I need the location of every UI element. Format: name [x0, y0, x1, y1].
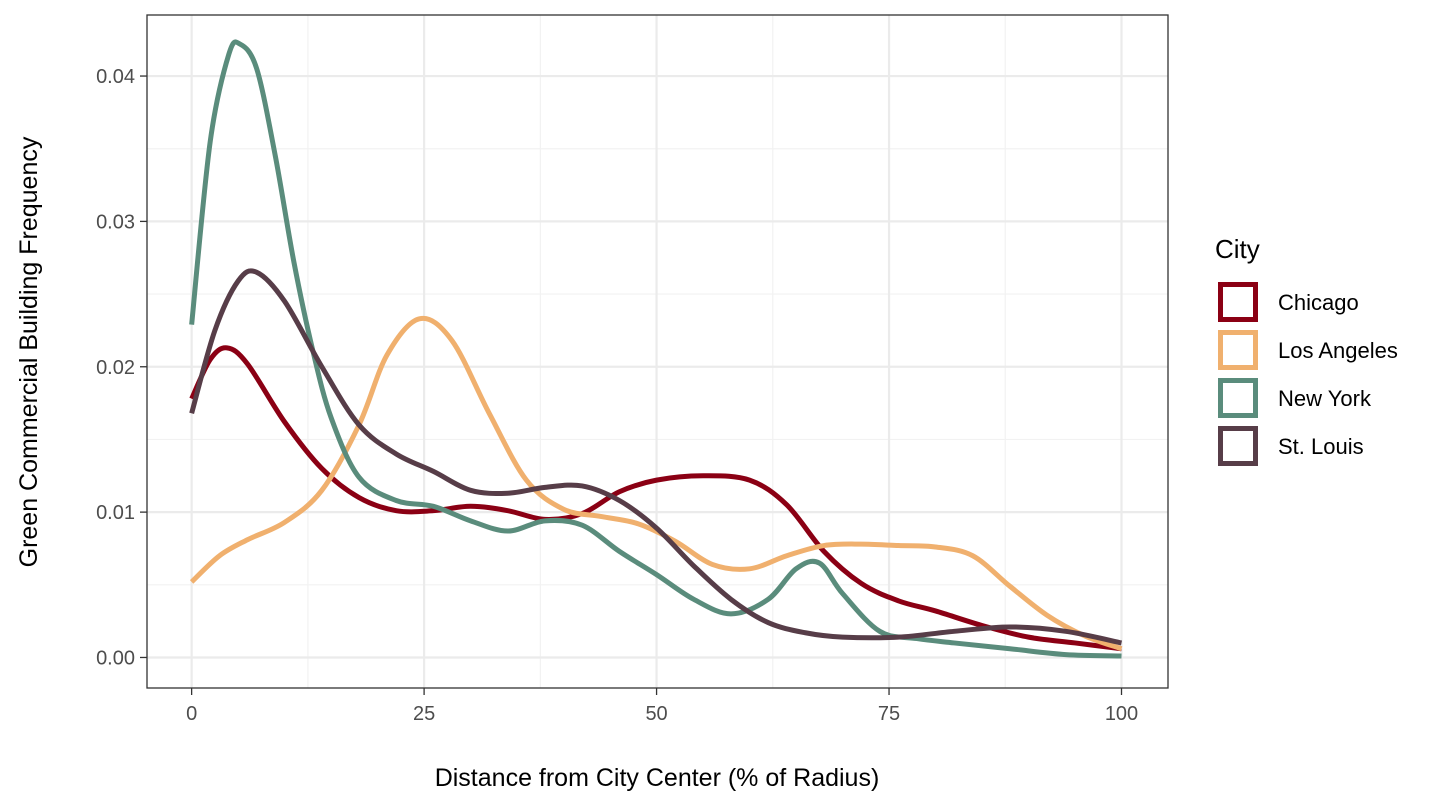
series-line-st-louis [189, 268, 1123, 646]
series-lines [189, 39, 1123, 659]
y-tick-label: 0.02 [96, 357, 135, 379]
series-line-new-york [189, 39, 1122, 659]
x-tick-label: 75 [878, 703, 900, 725]
legend: City Chicago Los Angeles New York St. Louis [1215, 234, 1398, 466]
legend-label-los-angeles: Los Angeles [1278, 338, 1398, 363]
legend-key-chicago [1218, 282, 1258, 322]
y-tick-label: 0.01 [96, 502, 135, 524]
legend-key-st-louis [1218, 426, 1258, 466]
x-tick-label: 25 [413, 703, 435, 725]
plot-panel [146, 14, 1169, 689]
legend-key-new-york [1218, 378, 1258, 418]
panel-border [146, 14, 1169, 689]
legend-label-chicago: Chicago [1278, 290, 1359, 315]
x-tick-label: 50 [645, 703, 667, 725]
series-line-los-angeles [189, 315, 1123, 652]
x-axis-title: Distance from City Center (% of Radius) [435, 764, 880, 792]
legend-label-st-louis: St. Louis [1278, 434, 1364, 459]
legend-key-los-angeles [1218, 330, 1258, 370]
x-tick-label: 0 [186, 703, 197, 725]
y-tick-label: 0.04 [96, 66, 135, 88]
x-tick-label: 100 [1105, 703, 1138, 725]
y-axis-title: Green Commercial Building Frequency [15, 136, 43, 567]
y-tick-label: 0.03 [96, 211, 135, 233]
x-axis: 0 25 50 75 100 [186, 688, 1138, 725]
legend-label-new-york: New York [1278, 386, 1372, 411]
series-line-chicago [189, 345, 1122, 652]
y-axis: 0.00 0.01 0.02 0.03 0.04 [96, 66, 147, 669]
legend-title: City [1215, 234, 1260, 264]
y-tick-label: 0.00 [96, 647, 135, 669]
